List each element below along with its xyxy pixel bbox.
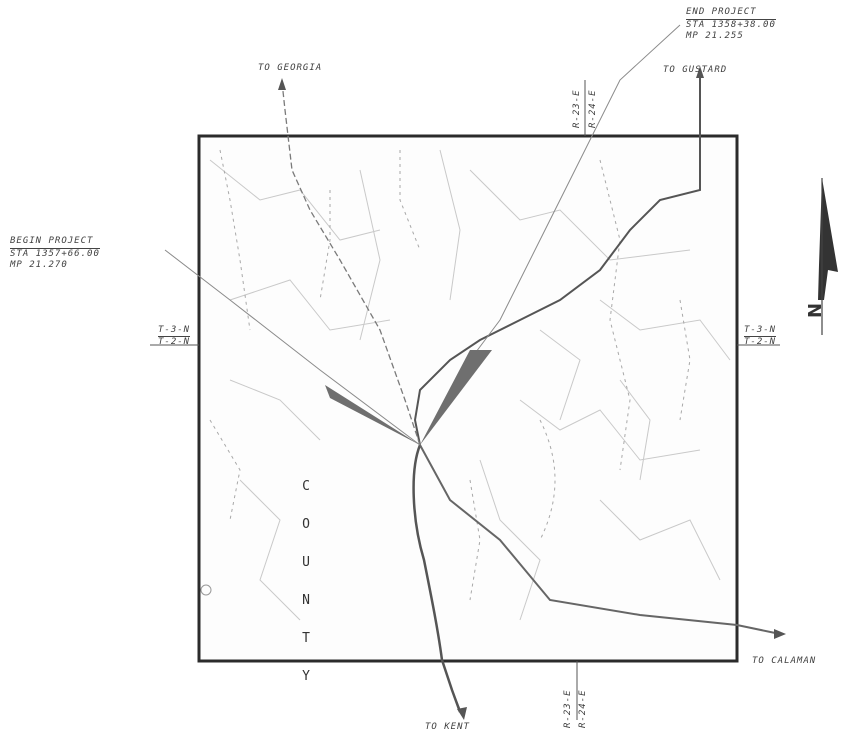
end-project-label: END PROJECT STA 1358+38.00 MP 21.255 [686,7,776,42]
road-to-georgia [281,81,421,446]
main-highway [412,444,462,713]
township-right-bottom: T-2-N [744,337,777,347]
map-frame [197,134,739,663]
county-letter: U [302,555,310,570]
county-letter: O [302,517,310,532]
road-to-calaman [419,444,781,635]
begin-project-wedge [325,385,420,445]
township-left: T-3-N T-2-N [158,325,191,348]
arrow-to-kent [457,707,467,720]
begin-project-title: BEGIN PROJECT [10,236,100,249]
township-right-top: T-3-N [744,325,777,337]
street-network-dashed [209,149,691,601]
county-letter: T [302,631,310,646]
county-label: C O U N T Y [296,468,316,696]
range-top-upper: R-23-E [572,89,582,128]
north-arrow-letter: N [805,302,827,319]
township-left-bottom: T-2-N [158,337,191,347]
arrow-to-georgia [278,78,286,90]
range-bottom-lower: R-24-E [578,689,588,728]
road-to-begin [164,249,421,446]
end-project-milepost: MP 21.255 [686,31,744,41]
street-network [209,149,731,621]
county-letter: C [302,479,310,494]
range-bottom-upper: R-23-E [563,689,573,728]
map-feature-circle [200,584,212,596]
county-letter: Y [302,669,310,684]
label-to-gustard: TO GUSTARD [663,65,728,75]
end-project-title: END PROJECT [686,7,776,20]
begin-project-label: BEGIN PROJECT STA 1357+66.00 MP 21.270 [10,236,100,271]
main-highway-north [413,70,701,446]
township-left-top: T-3-N [158,325,191,337]
begin-project-station: STA 1357+66.00 [10,249,100,259]
arrow-to-gustard [696,66,704,78]
township-right: T-3-N T-2-N [744,325,777,348]
label-to-calaman: TO CALAMAN [752,656,817,666]
end-project-wedge [420,350,492,445]
label-to-georgia: TO GEORGIA [258,63,323,73]
range-top-lower: R-24-E [588,89,598,128]
road-to-kent [441,659,463,716]
county-letter: N [302,593,310,608]
arrow-to-calaman [774,629,786,639]
road-to-end [454,24,681,381]
begin-project-milepost: MP 21.270 [10,260,68,270]
north-arrow-shape [818,178,838,300]
label-to-kent: TO KENT [425,722,470,732]
end-project-station: STA 1358+38.00 [686,20,776,30]
